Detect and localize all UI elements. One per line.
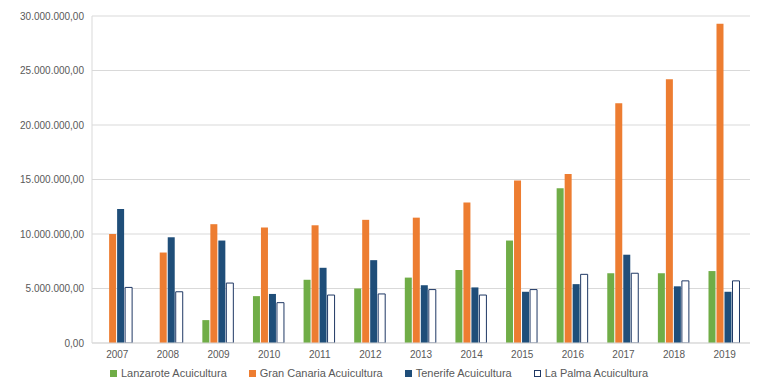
svg-text:2012: 2012 <box>359 349 382 360</box>
svg-text:2013: 2013 <box>410 349 433 360</box>
svg-text:2007: 2007 <box>106 349 129 360</box>
svg-text:2011: 2011 <box>309 349 331 360</box>
svg-text:2015: 2015 <box>511 349 534 360</box>
svg-text:2019: 2019 <box>714 349 737 360</box>
html-text:La Palma Acuicultura: La Palma Acuicultura <box>544 367 648 379</box>
svg-text:2018: 2018 <box>663 349 686 360</box>
svg-text:20.000.000,00: 20.000.000,00 <box>20 120 84 131</box>
svg-text:10.000.000,00: 10.000.000,00 <box>20 229 84 240</box>
svg-text:25.000.000,00: 25.000.000,00 <box>20 65 84 76</box>
svg-text:15.000.000,00: 15.000.000,00 <box>20 174 84 185</box>
html-text:Lanzarote Acuicultura: Lanzarote Acuicultura <box>121 367 227 379</box>
svg-text:2016: 2016 <box>562 349 585 360</box>
html-text:Tenerife Acuicultura: Tenerife Acuicultura <box>415 367 512 379</box>
svg-text:2017: 2017 <box>612 349 635 360</box>
html-text:Gran Canaria Acuicultura: Gran Canaria Acuicultura <box>259 367 383 379</box>
svg-text:2008: 2008 <box>157 349 180 360</box>
svg-text:2014: 2014 <box>460 349 483 360</box>
svg-text:5.000.000,00: 5.000.000,00 <box>26 283 85 294</box>
svg-text:0,00: 0,00 <box>65 338 85 349</box>
svg-text:30.000.000,00: 30.000.000,00 <box>20 11 84 22</box>
svg-text:2009: 2009 <box>207 349 230 360</box>
svg-text:2010: 2010 <box>258 349 281 360</box>
